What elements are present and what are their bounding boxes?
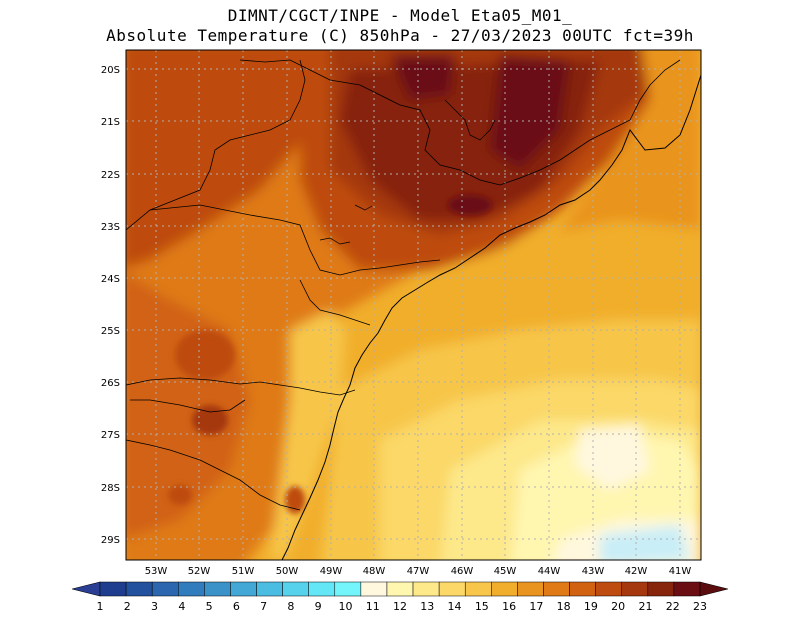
colorbar: 1 2 3 4 5 6 7 8 9 10 11 12 13 14 15 16 17 18 19 20 21 22 23 — [71, 581, 729, 613]
colorbar-swatch — [308, 581, 336, 597]
lat-label: 24S — [101, 274, 120, 285]
lon-label: 49W — [320, 566, 343, 577]
colorbar-label: 10 — [338, 600, 352, 613]
colorbar-swatch — [464, 581, 492, 597]
colorbar-label: 1 — [97, 600, 104, 613]
colorbar-swatch — [256, 581, 283, 597]
colorbar-swatch — [569, 581, 596, 597]
colorbar-label: 21 — [638, 600, 652, 613]
colorbar-swatch — [438, 581, 466, 597]
lat-label: 23S — [101, 222, 120, 233]
colorbar-swatch — [334, 581, 362, 597]
colorbar-label: 2 — [124, 600, 131, 613]
colorbar-label: 5 — [206, 600, 213, 613]
colorbar-label: 12 — [393, 600, 407, 613]
lat-label: 29S — [101, 535, 120, 546]
lon-label: 51W — [232, 566, 255, 577]
colorbar-swatch — [673, 581, 701, 597]
colorbar-swatch — [386, 581, 414, 597]
grid-lines — [126, 50, 701, 560]
lon-label: 46W — [451, 566, 474, 577]
coastline — [281, 74, 701, 560]
lon-label: 53W — [145, 566, 168, 577]
colorbar-label: 15 — [475, 600, 489, 613]
colorbar-swatch — [491, 581, 518, 597]
lon-label: 48W — [363, 566, 386, 577]
colorbar-label: 7 — [260, 600, 267, 613]
colorbar-label: 4 — [178, 600, 185, 613]
lon-axis: 53W 52W 51W 50W 49W 48W 47W 46W 45W 44W … — [145, 566, 692, 577]
colorbar-label: 13 — [420, 600, 434, 613]
colorbar-label: 3 — [151, 600, 158, 613]
colorbar-under-arrow — [71, 581, 101, 597]
colorbar-swatch — [595, 581, 622, 597]
title-line-2: Absolute Temperature (C) 850hPa - 27/03/… — [106, 26, 694, 45]
lat-label: 26S — [101, 378, 120, 389]
colorbar-swatch — [282, 581, 309, 597]
lon-label: 42W — [625, 566, 648, 577]
colorbar-swatch — [412, 581, 440, 597]
map-frame — [125, 49, 702, 561]
lon-label: 45W — [494, 566, 517, 577]
lon-label: 43W — [582, 566, 605, 577]
lon-label: 52W — [188, 566, 211, 577]
colorbar-label: 11 — [366, 600, 380, 613]
colorbar-swatch — [99, 581, 127, 597]
lon-label: 47W — [407, 566, 430, 577]
lat-label: 27S — [101, 430, 120, 441]
lat-axis: 20S 21S 22S 23S 24S 25S 26S 27S 28S 29S — [101, 65, 120, 546]
colorbar-label: 19 — [584, 600, 598, 613]
lat-label: 28S — [101, 483, 120, 494]
colorbar-swatch — [230, 581, 257, 597]
colorbar-label: 22 — [666, 600, 680, 613]
lon-label: 44W — [538, 566, 561, 577]
colorbar-swatch — [517, 581, 544, 597]
colorbar-label: 20 — [611, 600, 625, 613]
colorbar-swatch — [647, 581, 675, 597]
colorbar-label: 18 — [557, 600, 571, 613]
colorbar-label: 16 — [502, 600, 516, 613]
lat-label: 22S — [101, 170, 120, 181]
colorbar-label: 14 — [448, 600, 462, 613]
colorbar-swatch — [204, 581, 231, 597]
colorbar-swatch — [543, 581, 570, 597]
colorbar-swatch — [621, 581, 649, 597]
colorbar-label: 23 — [693, 600, 707, 613]
lat-label: 20S — [101, 65, 120, 76]
lon-label: 50W — [276, 566, 299, 577]
colorbar-label: 8 — [287, 600, 294, 613]
colorbar-label: 6 — [233, 600, 240, 613]
lat-label: 21S — [101, 117, 120, 128]
title-line-1: DIMNT/CGCT/INPE - Model Eta05_M01_ — [227, 6, 573, 25]
colorbar-swatch — [360, 581, 388, 597]
colorbar-swatch — [151, 581, 179, 597]
lon-label: 41W — [669, 566, 692, 577]
colorbar-over-arrow — [699, 581, 729, 597]
colorbar-label: 17 — [529, 600, 543, 613]
state-borders — [126, 59, 681, 511]
colorbar-swatch — [178, 581, 205, 597]
colorbar-swatch — [125, 581, 153, 597]
lat-label: 25S — [101, 326, 120, 337]
colorbar-label: 9 — [315, 600, 322, 613]
temperature-field — [126, 50, 701, 560]
